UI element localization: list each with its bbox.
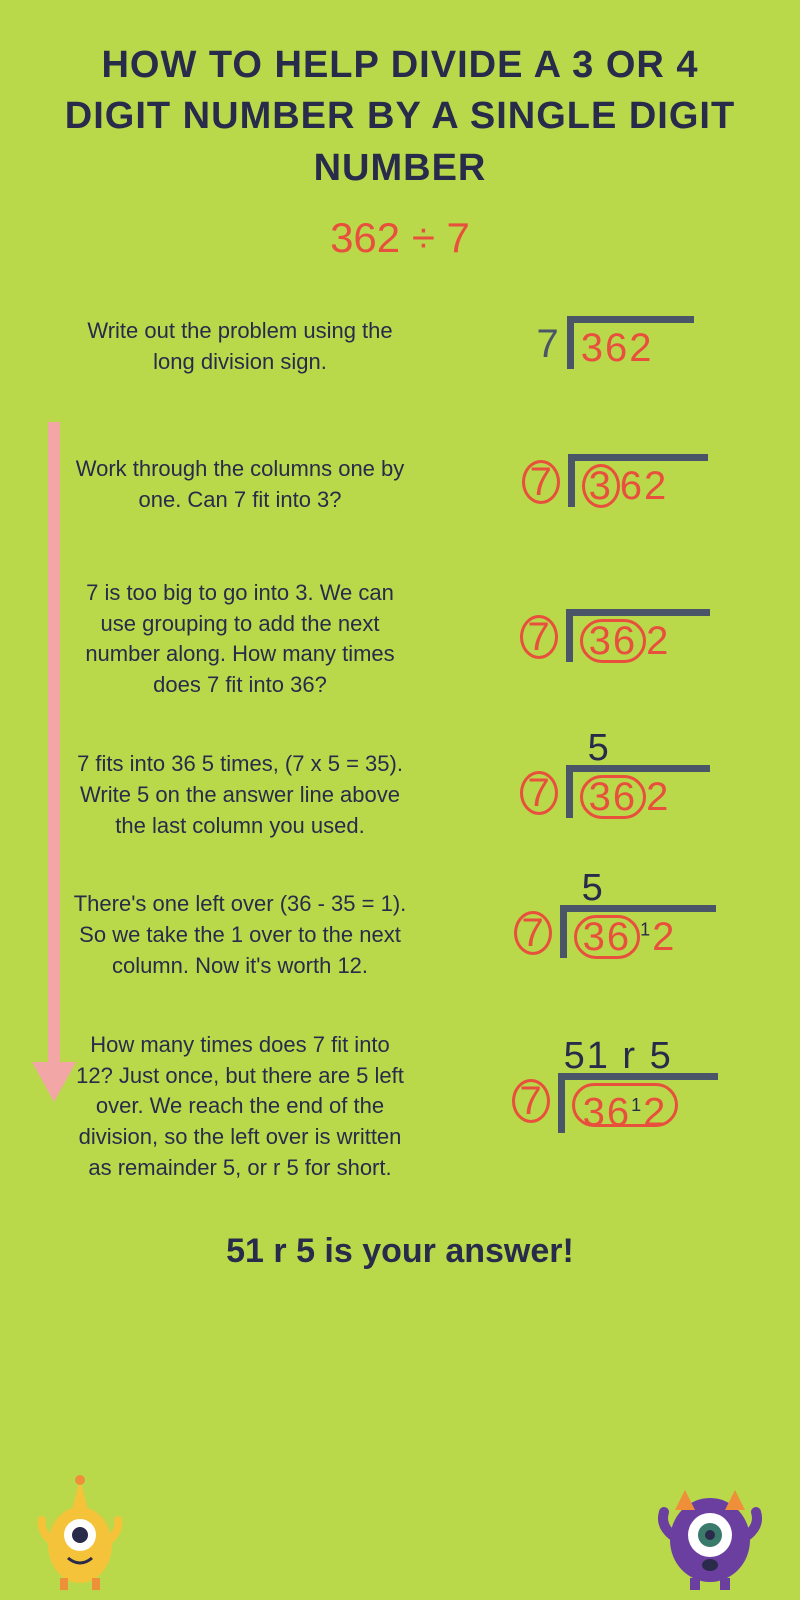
step-visual: 573612 (430, 891, 760, 981)
division-bracket-icon: 3612 (560, 911, 677, 960)
dividend: 362 (581, 322, 654, 371)
arrow-shaft (48, 422, 60, 1072)
dividend: 3612 (574, 911, 677, 960)
step-visual: 7 362 (430, 594, 760, 684)
answer-line: 5 (588, 727, 611, 770)
division-bracket-icon: 362 (566, 615, 671, 664)
step-text: Work through the columns one by one. Can… (70, 454, 410, 516)
long-division: 51 r 573612 (512, 1079, 679, 1135)
long-division: 7 362 (522, 460, 669, 509)
long-division: 7 362 (520, 615, 671, 664)
step-visual: 57362 (430, 750, 760, 840)
step-visual: 51 r 573612 (430, 1062, 760, 1152)
step-row: There's one left over (36 - 35 = 1). So … (70, 889, 760, 981)
dividend: 3612 (572, 1079, 679, 1135)
step-row: 7 is too big to go into 3. We can use gr… (70, 578, 760, 701)
flow-arrow (38, 422, 70, 1102)
step-visual: 7 362 (430, 302, 760, 392)
division-bracket-icon: 3612 (558, 1079, 679, 1135)
long-division: 57362 (520, 771, 671, 820)
step-row: How many times does 7 fit into 12? Just … (70, 1030, 760, 1184)
divisor: 7 (522, 460, 568, 505)
step-visual: 7 362 (430, 440, 760, 530)
answer-line: 5 (582, 867, 605, 910)
divisor: 7 (537, 322, 567, 367)
arrow-head-icon (32, 1062, 76, 1102)
step-text: 7 fits into 36 5 times, (7 x 5 = 35). Wr… (70, 749, 410, 841)
step-text: How many times does 7 fit into 12? Just … (70, 1030, 410, 1184)
divisor: 7 (520, 771, 566, 816)
monster-right-icon (650, 1460, 770, 1590)
step-text: 7 is too big to go into 3. We can use gr… (70, 578, 410, 701)
dividend: 362 (582, 460, 669, 509)
step-row: 7 fits into 36 5 times, (7 x 5 = 35). Wr… (70, 749, 760, 841)
division-bracket-icon: 362 (566, 771, 671, 820)
steps-container: Write out the problem using the long div… (0, 302, 800, 1184)
page-title: HOW TO HELP DIVIDE A 3 OR 4 DIGIT NUMBER… (0, 0, 800, 214)
monster-left-icon (30, 1470, 130, 1590)
problem-statement: 362 ÷ 7 (0, 214, 800, 262)
answer-line: 51 r 5 (564, 1035, 673, 1078)
step-row: Work through the columns one by one. Can… (70, 440, 760, 530)
long-division: 573612 (514, 911, 677, 960)
dividend: 362 (580, 615, 671, 664)
divisor: 7 (514, 911, 560, 956)
division-bracket-icon: 362 (567, 322, 654, 371)
dividend: 362 (580, 771, 671, 820)
step-text: There's one left over (36 - 35 = 1). So … (70, 889, 410, 981)
step-row: Write out the problem using the long div… (70, 302, 760, 392)
division-bracket-icon: 362 (568, 460, 669, 509)
divisor: 7 (512, 1079, 558, 1124)
long-division: 7 362 (537, 322, 654, 371)
final-answer: 51 r 5 is your answer! (0, 1232, 800, 1271)
divisor: 7 (520, 615, 566, 660)
step-text: Write out the problem using the long div… (70, 316, 410, 378)
